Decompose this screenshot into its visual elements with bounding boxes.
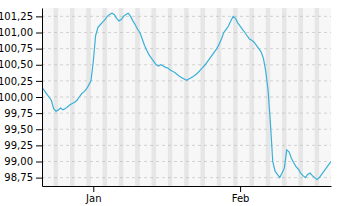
- x-tick-mark: [93, 186, 94, 192]
- grid: [42, 16, 331, 177]
- grid-line: [42, 161, 331, 162]
- y-axis: 98,75 99,00 99,25 99,50 99,75 100,00 100,25 100…: [0, 9, 43, 187]
- grid-line: [42, 113, 331, 114]
- grid-line: [42, 16, 331, 17]
- y-tick-label: 100,25: [0, 76, 33, 87]
- y-tick-mark: [36, 161, 42, 162]
- y-tick: 100,25: [0, 76, 42, 87]
- stripes: [42, 8, 331, 186]
- y-tick: 101,25: [0, 11, 42, 22]
- y-tick: 99,75: [4, 108, 42, 119]
- y-tick-label: 101,00: [0, 27, 33, 38]
- grid-line: [42, 97, 331, 98]
- grid-line: [42, 145, 331, 146]
- y-tick-mark: [36, 113, 42, 114]
- x-tick: Jan: [85, 186, 101, 204]
- y-tick: 99,00: [4, 156, 42, 167]
- grid-line: [42, 64, 331, 65]
- grid-line: [42, 48, 331, 49]
- y-tick-label: 98,75: [4, 172, 33, 183]
- x-axis: Jan Feb: [43, 186, 332, 204]
- y-tick: 101,00: [0, 27, 42, 38]
- y-tick-mark: [36, 65, 42, 66]
- y-tick: 100,75: [0, 43, 42, 54]
- y-tick-label: 100,00: [0, 92, 33, 103]
- y-tick-mark: [36, 178, 42, 179]
- y-tick-mark: [36, 16, 42, 17]
- y-tick: 99,25: [4, 140, 42, 151]
- y-tick: 100,00: [0, 92, 42, 103]
- y-tick-label: 99,00: [4, 156, 33, 167]
- y-tick-label: 100,50: [0, 59, 33, 70]
- page: {"chart_data": {"type": "line", "categor…: [0, 0, 341, 206]
- y-tick: 99,50: [4, 124, 42, 135]
- x-tick-label: Feb: [232, 193, 250, 204]
- y-tick: 98,75: [4, 172, 42, 183]
- x-axis-line: [43, 186, 332, 187]
- x-tick-label: Jan: [85, 193, 101, 204]
- chart: 98,75 99,00 99,25 99,50 99,75 100,00 100,25 100…: [0, 0, 341, 206]
- y-tick-mark: [36, 129, 42, 130]
- y-tick-mark: [36, 145, 42, 146]
- y-axis-line: [42, 9, 43, 187]
- y-tick-mark: [36, 49, 42, 50]
- plot-background: [42, 8, 331, 186]
- grid-line: [42, 32, 331, 33]
- x-tick-mark: [240, 186, 241, 192]
- grid-line: [42, 129, 331, 130]
- price-line: [42, 13, 331, 179]
- y-tick-mark: [36, 97, 42, 98]
- grid-line: [42, 177, 331, 178]
- y-tick-label: 100,75: [0, 43, 33, 54]
- y-tick-label: 99,50: [4, 124, 33, 135]
- x-tick: Feb: [232, 186, 250, 204]
- y-tick-label: 101,25: [0, 11, 33, 22]
- plot-area: [42, 8, 331, 186]
- y-tick-label: 99,75: [4, 108, 33, 119]
- plot: 98,75 99,00 99,25 99,50 99,75 100,00 100,25 100…: [0, 8, 333, 204]
- y-tick: 100,50: [0, 59, 42, 70]
- y-tick-label: 99,25: [4, 140, 33, 151]
- y-tick-mark: [36, 81, 42, 82]
- y-tick-mark: [36, 33, 42, 34]
